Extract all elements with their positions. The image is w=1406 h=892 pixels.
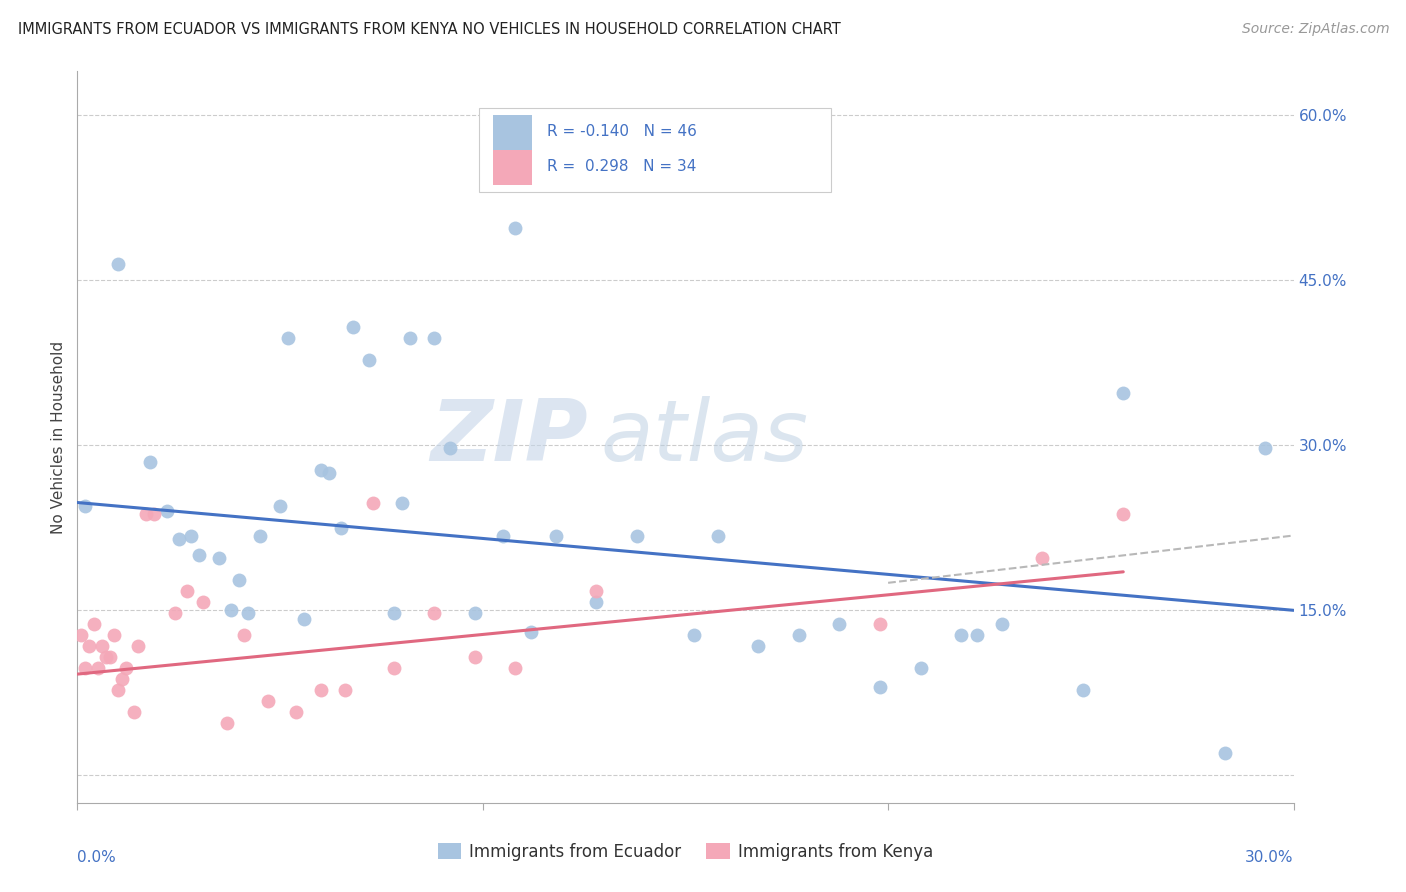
Point (188, 549, 211, 563)
Point (217, 715, 239, 730)
Point (464, 649, 486, 664)
Point (359, 352, 381, 367)
Point (111, 672, 134, 686)
Point (585, 594, 607, 608)
Point (94, 649, 117, 664)
Point (232, 627, 254, 641)
Text: 0.0%: 0.0% (77, 850, 117, 865)
Point (329, 521, 352, 535)
Point (361, 495, 384, 509)
Point (90, 639, 112, 653)
Point (966, 627, 988, 641)
Point (423, 606, 446, 620)
Bar (494, 115, 533, 151)
Point (439, 441, 461, 455)
Point (747, 639, 769, 653)
FancyBboxPatch shape (478, 108, 831, 192)
Point (990, 616, 1012, 631)
Legend: Immigrants from Ecuador, Immigrants from Kenya: Immigrants from Ecuador, Immigrants from… (430, 837, 941, 868)
Point (277, 330, 299, 344)
Text: Source: ZipAtlas.com: Source: ZipAtlas.com (1241, 22, 1389, 37)
Point (492, 528, 515, 542)
Point (236, 606, 259, 620)
Point (155, 504, 177, 518)
Point (910, 660, 932, 674)
Text: atlas: atlas (600, 395, 808, 479)
Point (464, 606, 486, 620)
Text: R =  0.298   N = 34: R = 0.298 N = 34 (547, 159, 696, 174)
Point (83, 616, 105, 631)
Point (626, 528, 648, 542)
Point (221, 603, 243, 617)
Point (503, 220, 526, 235)
Point (309, 682, 332, 697)
Point (191, 594, 214, 608)
Point (79, 639, 101, 653)
Point (103, 627, 125, 641)
Point (1112, 507, 1135, 521)
Point (787, 627, 810, 641)
Point (423, 330, 446, 344)
Point (707, 528, 730, 542)
Point (86, 660, 108, 674)
Point (249, 528, 271, 542)
Text: 30.0%: 30.0% (1246, 850, 1294, 865)
Point (309, 462, 332, 476)
Point (1071, 682, 1094, 697)
Point (292, 612, 315, 626)
Point (333, 682, 356, 697)
Point (585, 583, 607, 598)
Point (163, 606, 186, 620)
Point (1213, 747, 1236, 761)
Text: ZIP: ZIP (430, 395, 588, 479)
Point (176, 583, 198, 598)
Point (869, 616, 891, 631)
Point (342, 319, 364, 334)
Point (869, 681, 891, 695)
Point (115, 660, 138, 674)
Point (828, 616, 851, 631)
Point (1031, 550, 1053, 565)
Point (143, 507, 166, 521)
Point (228, 573, 250, 587)
Point (1112, 385, 1135, 400)
Point (950, 627, 973, 641)
Point (318, 466, 340, 480)
Point (544, 528, 567, 542)
Point (520, 625, 543, 640)
Point (107, 257, 129, 271)
Point (503, 660, 526, 674)
Text: IMMIGRANTS FROM ECUADOR VS IMMIGRANTS FROM KENYA NO VEHICLES IN HOUSEHOLD CORREL: IMMIGRANTS FROM ECUADOR VS IMMIGRANTS FR… (18, 22, 841, 37)
Point (391, 495, 413, 509)
Bar (494, 150, 533, 185)
Point (122, 705, 145, 719)
Point (1254, 441, 1277, 455)
Point (75, 499, 97, 513)
Point (135, 507, 157, 521)
Point (257, 693, 280, 707)
Point (398, 330, 420, 344)
Point (107, 682, 129, 697)
Point (682, 627, 704, 641)
Point (180, 528, 202, 542)
Point (70, 627, 93, 641)
Point (208, 550, 231, 565)
Point (382, 660, 405, 674)
Point (98, 649, 121, 664)
Text: R = -0.140   N = 46: R = -0.140 N = 46 (547, 124, 696, 139)
Y-axis label: No Vehicles in Household: No Vehicles in Household (51, 341, 66, 533)
Point (382, 606, 405, 620)
Point (285, 705, 308, 719)
Point (139, 455, 162, 469)
Point (75, 660, 97, 674)
Point (127, 639, 149, 653)
Point (269, 499, 291, 513)
Point (167, 532, 190, 546)
